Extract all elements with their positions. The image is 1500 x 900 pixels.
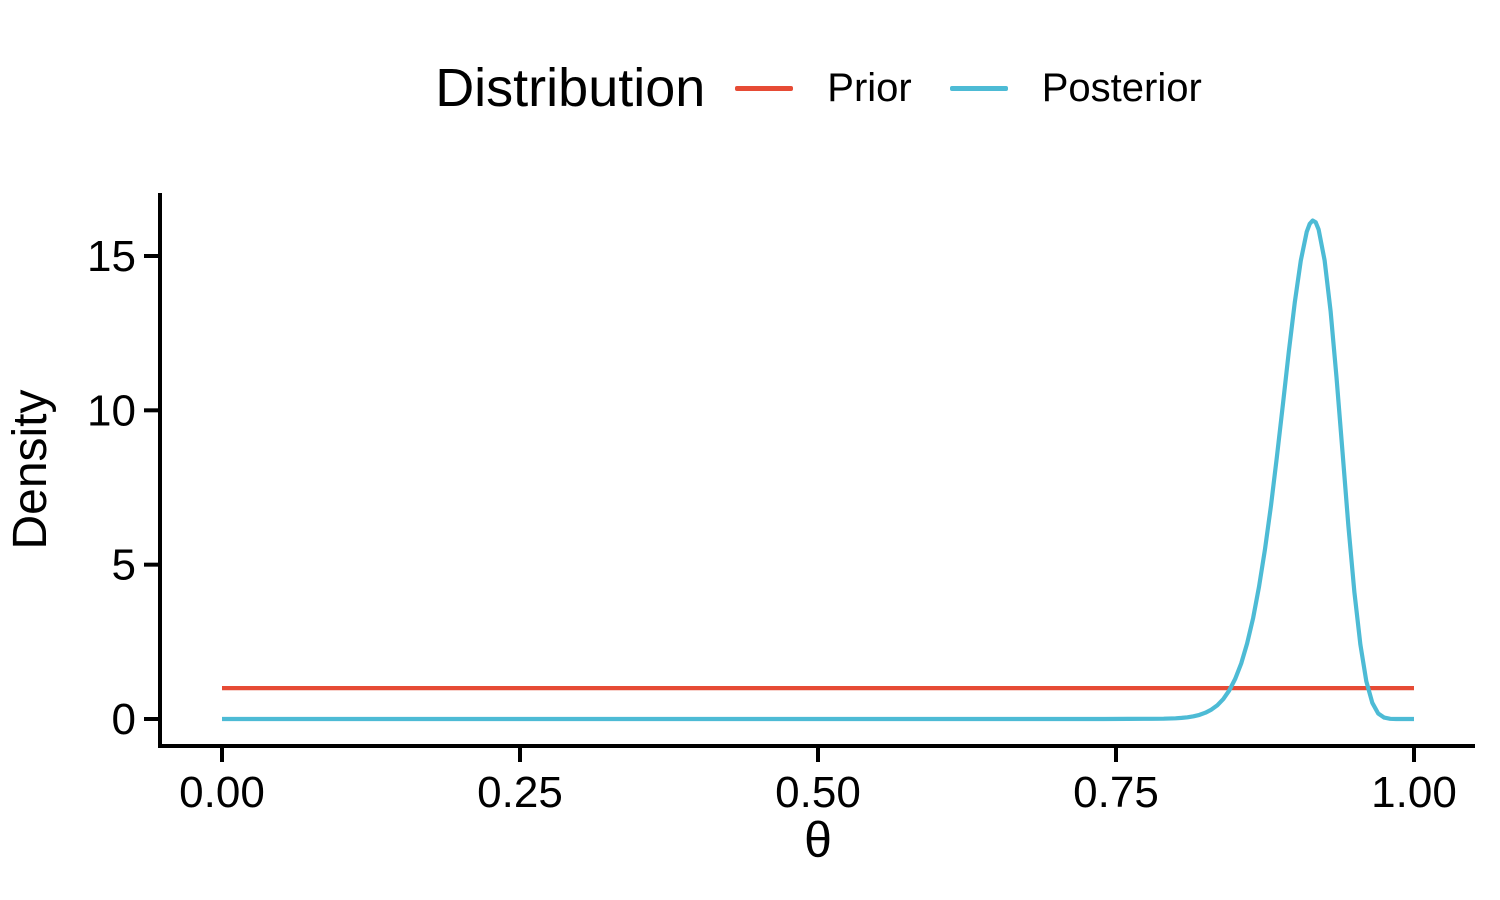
legend-label: Posterior bbox=[1041, 65, 1202, 110]
prior-key-line bbox=[735, 85, 794, 91]
legend-label: Prior bbox=[827, 65, 912, 110]
x-tick-label: 0.00 bbox=[179, 768, 265, 817]
x-tick-label: 1.00 bbox=[1371, 768, 1457, 817]
x-tick-label: 0.75 bbox=[1073, 768, 1159, 817]
y-tick-label: 5 bbox=[112, 541, 136, 590]
y-axis-title: Density bbox=[4, 389, 57, 549]
legend-items: Prior Posterior bbox=[735, 66, 1202, 111]
x-axis-title: θ bbox=[804, 812, 832, 868]
posterior-key-line bbox=[949, 85, 1008, 91]
y-tick-label: 10 bbox=[87, 386, 136, 435]
legend: Distribution Prior Posterior bbox=[162, 57, 1475, 119]
y-tick-label: 15 bbox=[87, 232, 136, 281]
y-tick-label: 0 bbox=[112, 695, 136, 744]
posterior-line bbox=[222, 218, 1414, 722]
legend-item-posterior: Posterior bbox=[949, 65, 1202, 111]
x-tick-label: 0.25 bbox=[477, 768, 563, 817]
legend-title: Distribution bbox=[435, 58, 706, 118]
legend-item-prior: Prior bbox=[735, 65, 912, 111]
x-tick-label: 0.50 bbox=[775, 768, 861, 817]
